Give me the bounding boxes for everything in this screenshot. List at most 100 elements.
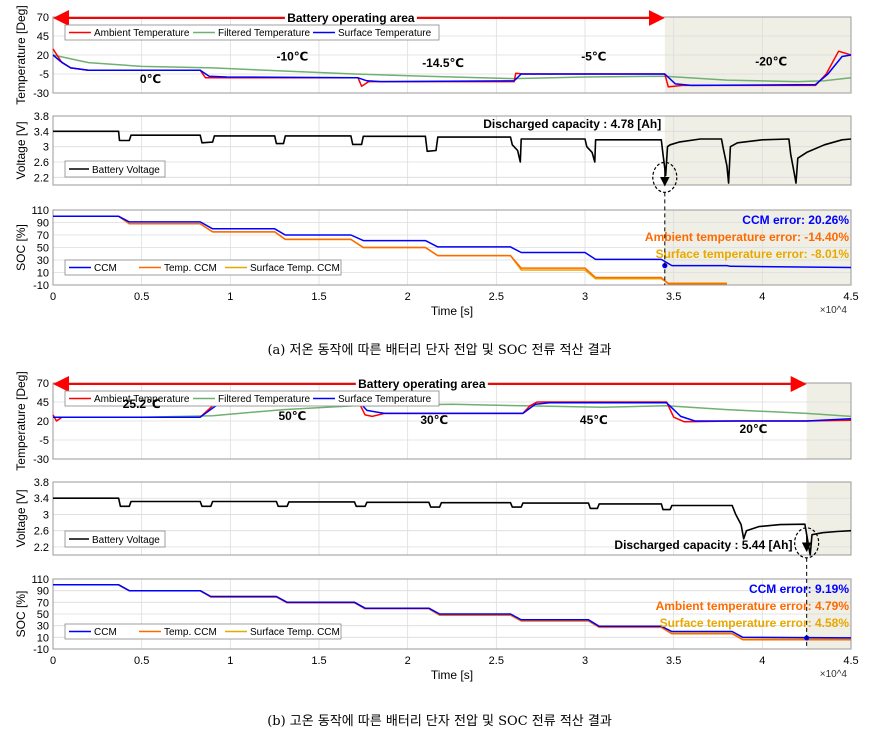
legend-box	[64, 390, 440, 407]
x-exponent: ×10^4	[820, 305, 848, 316]
soc-ytick-label: 70	[37, 597, 49, 609]
operating-area-label: Battery operating area	[358, 377, 486, 391]
legend-entry: Ambient Temperature	[94, 394, 190, 405]
temperature-annotation: 30℃	[420, 413, 448, 427]
xtick-label: 0.5	[134, 655, 149, 667]
legend-entry: Battery Voltage	[92, 165, 160, 176]
voltage-ytick-label: 2.2	[34, 172, 49, 184]
panel-a-voltage-plot: 2.2 2.6 3 3.4 3.8 Voltage [V] Battery Voltage D…	[14, 111, 852, 193]
soc-error-label: CCM error: 20.26%	[742, 213, 849, 227]
soc-error-label: Ambient temperature error: -14.40%	[645, 230, 849, 244]
temperature-annotation: 50℃	[278, 409, 306, 423]
voltage-ytick-label: 3.8	[34, 477, 49, 489]
voltage-ytick-label: 3.4	[34, 493, 49, 505]
legend-entry: Temp. CCM	[164, 627, 217, 638]
voltage-legend: Battery Voltage	[64, 530, 166, 548]
temperature-annotation: -14.5℃	[422, 56, 464, 70]
x-exponent: ×10^4	[820, 669, 848, 680]
legend-entry: Temp. CCM	[164, 263, 217, 274]
temperature-annotation: -5℃	[581, 49, 606, 63]
xtick-label: 4.5	[843, 655, 858, 667]
caption-b: (b) 고온 동작에 따른 배터리 단자 전압 및 SOC 전류 적산 결과	[267, 714, 612, 729]
soc-ytick-label: 70	[37, 230, 49, 242]
operating-area-label-bg	[355, 377, 488, 390]
series-ccmline	[53, 215, 852, 269]
soc-error-label: Ambient temperature error: 4.79%	[656, 599, 850, 613]
temperature-ytick-label: 20	[37, 416, 49, 428]
operating-area-label: Battery operating area	[287, 11, 415, 25]
soc-ytick-label: 90	[37, 218, 49, 230]
voltage-plot-area	[53, 482, 851, 555]
temperature-ytick-label: 20	[37, 50, 49, 62]
series-battery-voltageline	[53, 497, 852, 556]
soc-axes-frame	[52, 209, 852, 286]
xtick-label: 1.5	[311, 655, 326, 667]
temperature-legend: Ambient Temperature Filtered Temperature S…	[64, 24, 440, 41]
temperature-ytick-label: -30	[33, 454, 49, 466]
series-battery-voltageline	[53, 130, 852, 184]
temperature-annotation: 25.2℃	[123, 397, 161, 411]
voltage-shaded-region	[664, 116, 851, 185]
temperature-ylabel: Temperature [Deg]	[14, 371, 28, 470]
temperature-ytick-label: 45	[37, 397, 49, 409]
voltage-axes-frame	[52, 115, 852, 186]
soc-error-label: Surface temperature error: -8.01%	[656, 247, 850, 261]
soc-axes-frame	[52, 578, 852, 650]
temperature-ytick-label: -5	[39, 69, 49, 81]
soc-ytick-label: 10	[37, 632, 49, 644]
series-filtered-temperatureline	[52, 54, 852, 83]
legend-entry: Surface Temp. CCM	[250, 263, 340, 274]
temperature-ytick-label: 70	[37, 378, 49, 390]
xtick-label: 2	[405, 291, 411, 303]
xtick-label: 2.5	[489, 291, 504, 303]
voltage-ytick-label: 3.4	[34, 126, 49, 138]
legend-entry: CCM	[94, 263, 117, 274]
xtick-label: 1	[227, 291, 233, 303]
legend-box	[64, 623, 342, 640]
xtick-label: 3.5	[666, 655, 681, 667]
series-ccmline	[53, 584, 852, 639]
legend-entry: Surface Temperature	[338, 394, 432, 405]
legend-box	[64, 530, 166, 548]
xtick-label: 3	[582, 291, 588, 303]
voltage-ytick-label: 2.6	[34, 157, 49, 169]
discharged-capacity-label: Discharged capacity : 5.44 [Ah]	[614, 538, 792, 552]
temperature-legend: Ambient Temperature Filtered Temperature S…	[64, 390, 440, 407]
xtick-label: 4	[759, 291, 765, 303]
panel-b-voltage-plot: 2.2 2.6 3 3.4 3.8 Voltage [V] Battery Voltage D…	[14, 477, 852, 559]
xtick-label: 3.5	[666, 291, 681, 303]
legend-entry: Filtered Temperature	[218, 28, 311, 39]
soc-error-label: CCM error: 9.19%	[749, 582, 849, 596]
caption-a: (a) 저온 동작에 따른 배터리 단자 전압 및 SOC 전류 적산 결과	[267, 343, 612, 358]
soc-legend: CCM Temp. CCM Surface Temp. CCM	[64, 259, 342, 276]
xtick-label: 2.5	[489, 655, 504, 667]
soc-ytick-label: 110	[31, 205, 49, 217]
xlabel: Time [s]	[431, 304, 473, 318]
soc-ytick-label: 30	[37, 255, 49, 267]
operating-area-label-bg	[284, 11, 417, 24]
temperature-ytick-label: -30	[33, 88, 49, 100]
soc-ytick-label: 50	[37, 609, 49, 621]
series-surface-temperatureline	[52, 54, 852, 87]
temperature-annotation: 20℃	[740, 422, 768, 436]
legend-box	[64, 160, 166, 178]
temperature-annotation: -20℃	[755, 55, 787, 69]
voltage-legend: Battery Voltage	[64, 160, 166, 178]
xtick-label: 0.5	[134, 291, 149, 303]
soc-ytick-label: 50	[37, 243, 49, 255]
discharged-capacity-label: Discharged capacity : 4.78 [Ah]	[483, 117, 661, 131]
temperature-annotation: 45℃	[580, 413, 608, 427]
voltage-ytick-label: 2.6	[34, 526, 49, 538]
temperature-ytick-label: 70	[37, 12, 49, 24]
soc-ytick-label: 90	[37, 586, 49, 598]
soc-error-label: Surface temperature error: 4.58%	[660, 616, 850, 630]
soc-ytick-label: 10	[37, 268, 49, 280]
soc-ytick-label: -10	[33, 644, 49, 656]
legend-entry: CCM	[94, 627, 117, 638]
panel-a-temperature-plot: -30 -5 20 45 70 Temperature [Deg] Battery oper…	[14, 5, 852, 105]
soc-legend: CCM Temp. CCM Surface Temp. CCM	[64, 623, 342, 640]
